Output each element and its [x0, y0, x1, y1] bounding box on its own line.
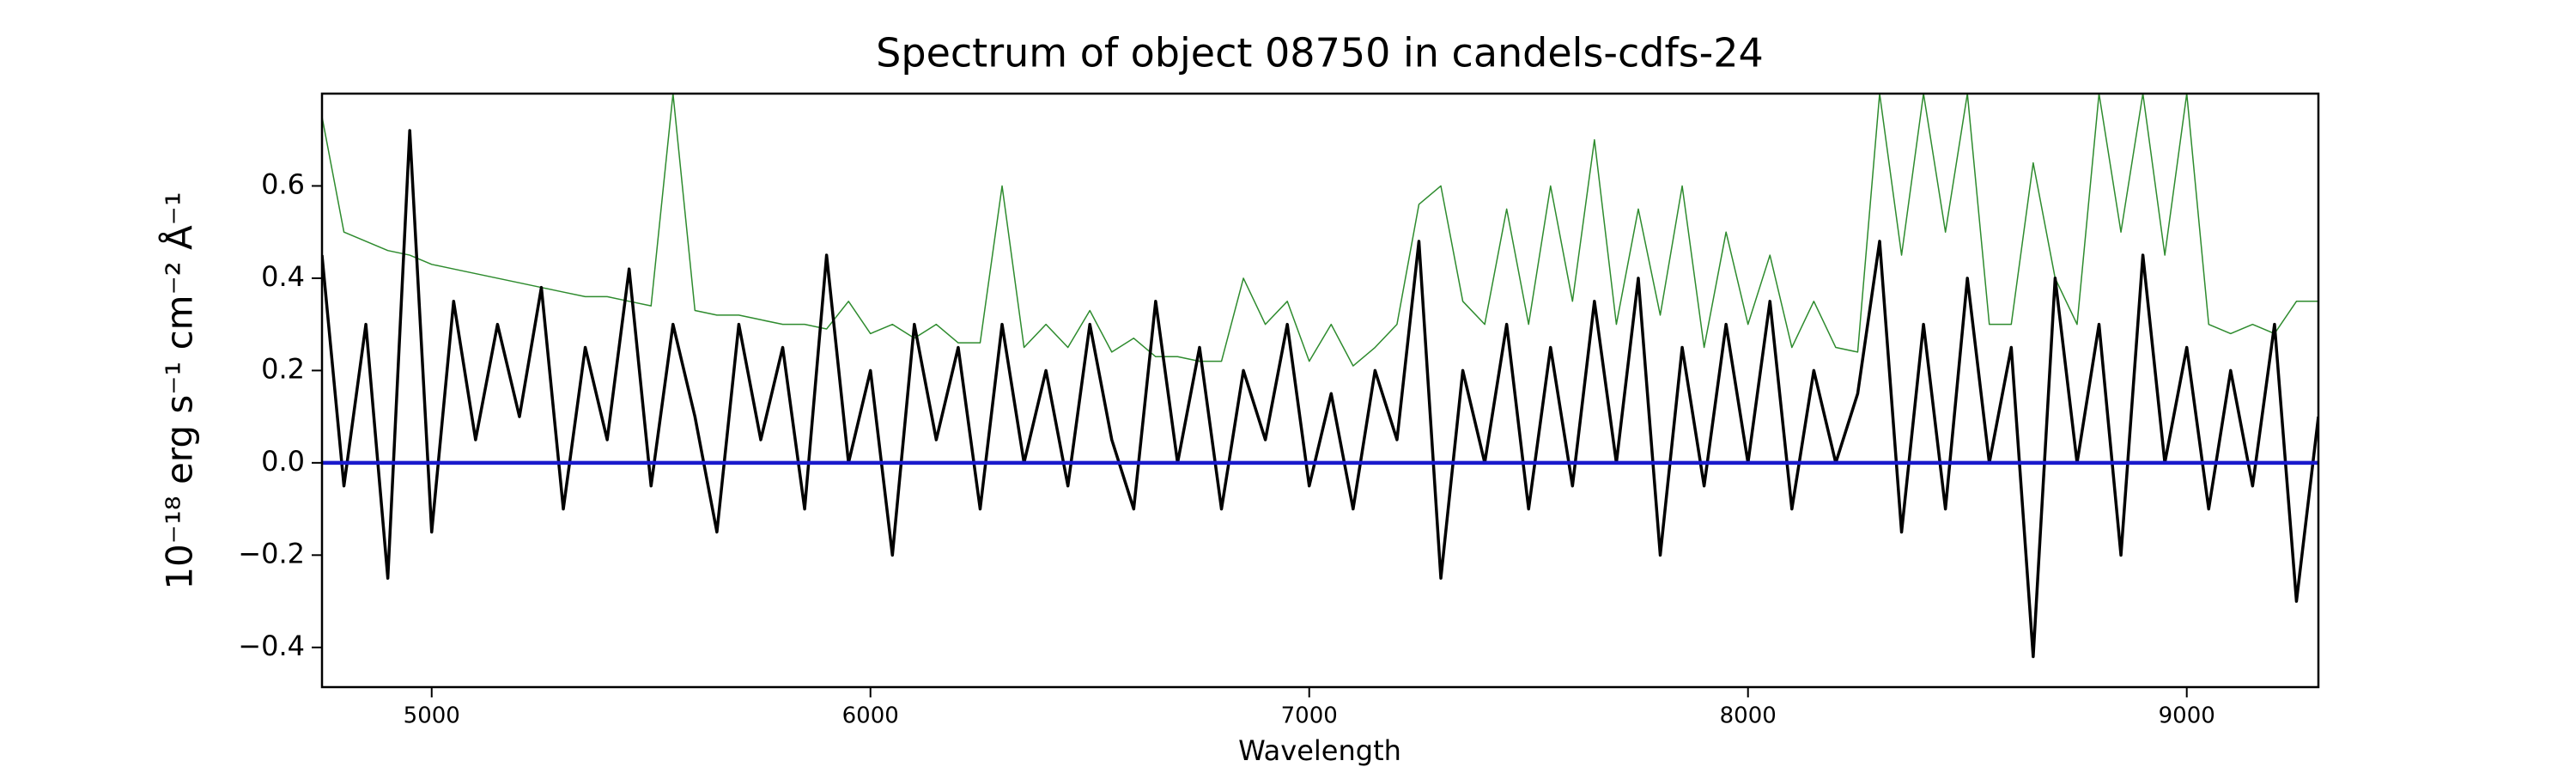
x-tick-label: 5000 — [404, 703, 460, 729]
axes-frame — [320, 92, 2320, 689]
y-tick-label: −0.2 — [238, 537, 305, 569]
y-tick-label: 0.0 — [261, 445, 305, 478]
y-tick-label: 0.4 — [261, 260, 305, 293]
x-axis-label: Wavelength — [1238, 734, 1401, 767]
y-axis-label: 10⁻¹⁸ erg s⁻¹ cm⁻² Å⁻¹ — [158, 192, 201, 589]
x-tick-label: 7000 — [1281, 703, 1338, 729]
y-tick-label: 0.2 — [261, 352, 305, 385]
spectrum-line — [322, 129, 2318, 659]
x-tick-label: 8000 — [1720, 703, 1777, 729]
y-tick-label: 0.6 — [261, 167, 305, 200]
spectrum-line — [322, 94, 2318, 367]
plot-area — [322, 94, 2318, 659]
y-tick-label: −0.4 — [238, 630, 305, 662]
x-tick-label: 6000 — [842, 703, 899, 729]
x-tick-label: 9000 — [2159, 703, 2215, 729]
chart-title: Spectrum of object 08750 in candels-cdfs… — [876, 30, 1764, 76]
